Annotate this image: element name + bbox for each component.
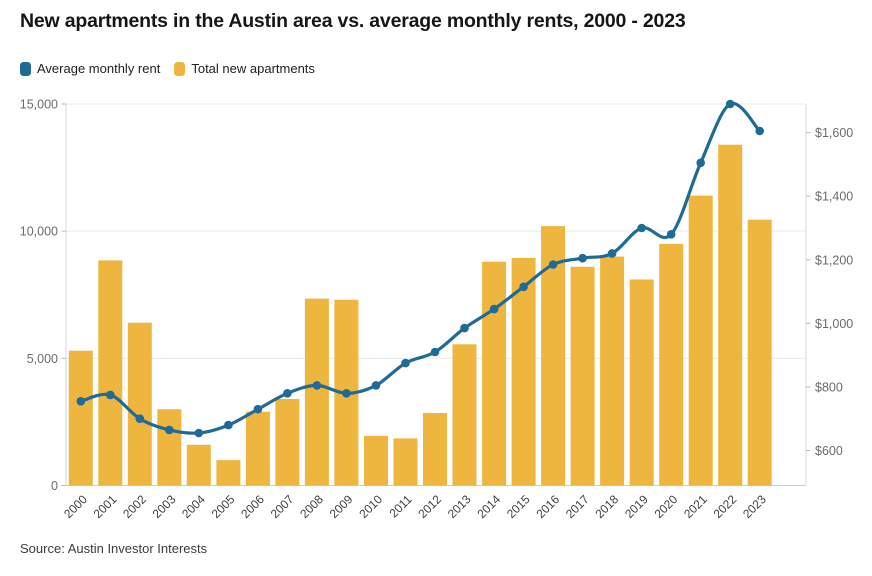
bar-2008 [304,298,329,486]
bar-2023 [747,219,772,486]
point-2004 [194,428,204,438]
legend-swatch-rent-icon [20,61,31,76]
x-axis-labels: 2000 2001 2002 2003 2004 2005 2006 2007 2008 2009… [61,492,769,521]
point-2007 [283,389,292,398]
point-2009 [342,389,351,398]
legend-item-rent: Average monthly rent [20,61,160,76]
x-label-2008: 2008 [297,492,326,521]
bar-2010 [364,435,388,486]
chart-title: New apartments in the Austin area vs. av… [20,10,686,32]
bar-2019 [629,279,654,486]
bar-2014 [482,261,507,486]
legend: Average monthly rent Total new apartment… [20,61,315,76]
x-label-2016: 2016 [533,492,562,521]
point-2008 [312,381,322,390]
point-2018 [607,249,617,258]
bar-2005 [216,460,241,486]
x-label-2014: 2014 [474,492,503,521]
left-axis-label-10000: 10,000 [20,225,58,239]
source-note: Source: Austin Investor Interests [20,541,208,556]
x-label-2001: 2001 [91,492,120,521]
point-2002 [135,414,145,424]
point-2000 [76,397,86,406]
point-2013 [460,323,469,333]
right-axis-label-1000: $1,000 [815,317,853,331]
x-label-2006: 2006 [238,492,267,521]
x-label-2012: 2012 [415,492,444,521]
bar-2004 [186,444,211,486]
right-axis-label-1600: $1,600 [815,126,853,140]
bar-2001 [98,260,123,486]
legend-item-apartments: Total new apartments [174,61,315,76]
bar-2013 [452,344,477,486]
point-2011 [401,358,410,368]
bar-2000 [68,350,93,486]
x-label-2022: 2022 [711,492,740,521]
right-axis-label-1200: $1,200 [815,253,853,267]
right-axis-label-1400: $1,400 [815,190,853,204]
x-label-2009: 2009 [327,492,356,521]
bar-2007 [275,399,300,486]
bar-2015 [511,257,536,486]
point-2023 [755,126,764,136]
x-label-2004: 2004 [179,492,208,521]
x-label-2020: 2020 [652,492,681,521]
point-2005 [224,420,233,430]
legend-label-rent: Average monthly rent [37,61,161,76]
bar-2012 [423,413,447,486]
bar-2017 [570,266,595,486]
x-label-2003: 2003 [150,492,179,521]
left-axis-label-0: 0 [51,479,58,493]
bar-2003 [157,409,182,486]
x-label-2018: 2018 [592,492,621,521]
x-label-2019: 2019 [622,492,651,521]
x-label-2015: 2015 [504,492,533,521]
point-2017 [578,253,587,263]
point-2020 [666,230,676,239]
rent-line [79,101,762,435]
bar-2018 [600,256,625,486]
x-label-2011: 2011 [386,492,414,520]
point-2010 [371,381,381,390]
x-label-2023: 2023 [740,492,769,521]
right-axis-label-600: $600 [815,444,843,458]
x-label-2005: 2005 [209,492,238,521]
point-2016 [548,260,558,269]
rent-line-series [76,99,764,438]
right-axis-labels: $600 $800 $1,000 $1,200 $1,400 $1,600 [806,126,853,458]
x-label-2021: 2021 [681,492,710,521]
bar-2006 [245,411,270,486]
point-2021 [696,158,705,168]
legend-swatch-apartments-icon [174,61,186,76]
x-label-2013: 2013 [445,492,474,521]
bars-series [68,144,772,486]
x-label-2007: 2007 [268,492,297,521]
bar-2020 [659,243,684,486]
point-2001 [106,390,115,400]
point-2003 [165,425,174,435]
point-2014 [489,304,499,314]
x-label-2017: 2017 [563,492,592,521]
right-axis-label-800: $800 [815,380,843,394]
x-label-2000: 2000 [61,492,90,521]
bar-2002 [127,322,152,486]
legend-label-apartments: Total new apartments [191,61,315,76]
bar-2021 [688,195,713,486]
left-axis-labels: 0 5,000 10,000 15,000 [20,98,66,493]
bar-2011 [393,438,418,486]
point-2006 [253,404,263,414]
x-label-2010: 2010 [356,492,385,521]
point-2019 [637,223,646,233]
left-axis-label-15000: 15,000 [20,98,58,112]
point-2015 [519,282,528,292]
point-2022 [725,99,735,109]
bar-2022 [718,144,743,486]
x-label-2002: 2002 [120,492,149,521]
left-axis-label-5000: 5,000 [27,352,58,366]
point-2012 [430,347,440,357]
